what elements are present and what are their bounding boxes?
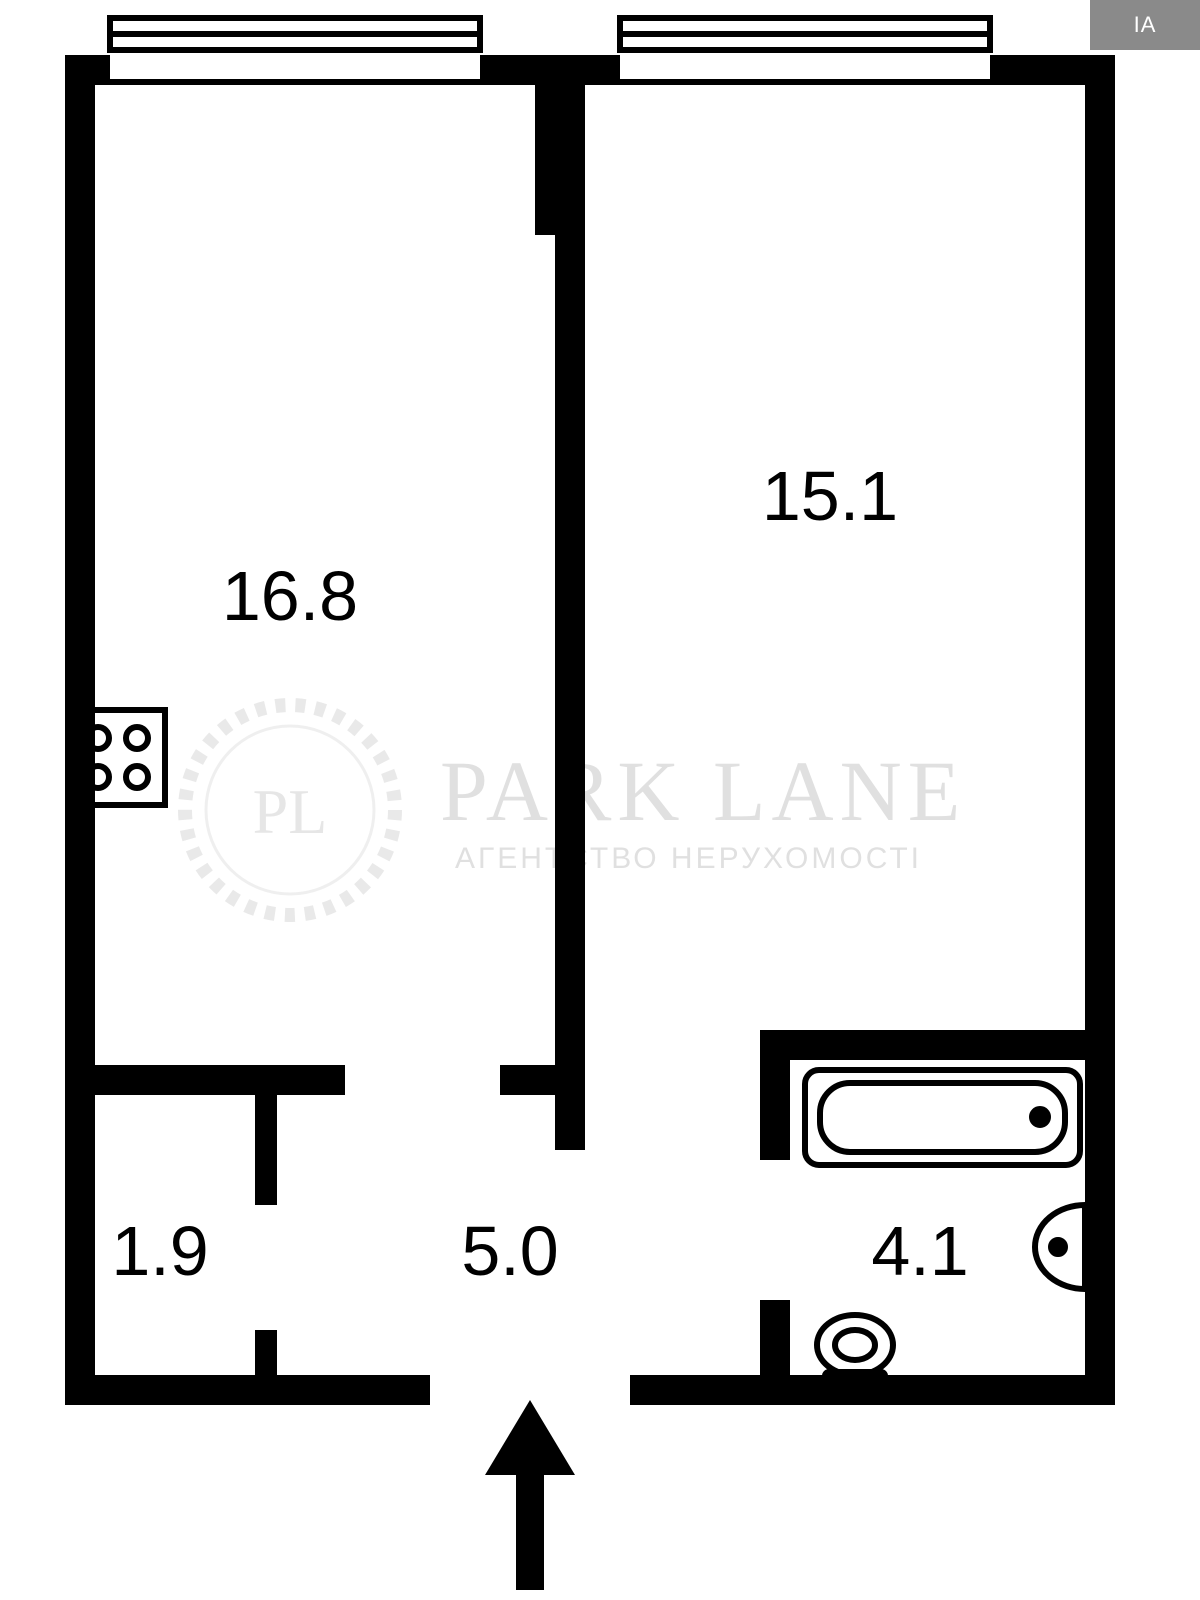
watermark-monogram: PL xyxy=(253,776,328,847)
label-storage: 1.9 xyxy=(111,1212,208,1290)
entry-arrow-icon xyxy=(485,1400,575,1590)
windows xyxy=(110,18,990,50)
corner-badge: IA xyxy=(1090,0,1200,50)
label-hall: 5.0 xyxy=(461,1212,558,1290)
floorplan-canvas: PL PARK LANE АГЕНТСТВО НЕРУХОМОСТІ xyxy=(0,0,1200,1600)
watermark-subtitle: АГЕНТСТВО НЕРУХОМОСТІ xyxy=(455,842,922,875)
label-kitchen: 16.8 xyxy=(222,557,358,635)
label-living: 15.1 xyxy=(762,457,898,535)
label-bathroom: 4.1 xyxy=(871,1212,968,1290)
floorplan-svg: PL PARK LANE АГЕНТСТВО НЕРУХОМОСТІ xyxy=(0,0,1200,1600)
corner-badge-text: IA xyxy=(1134,12,1157,38)
watermark-title: PARK LANE xyxy=(440,743,966,839)
